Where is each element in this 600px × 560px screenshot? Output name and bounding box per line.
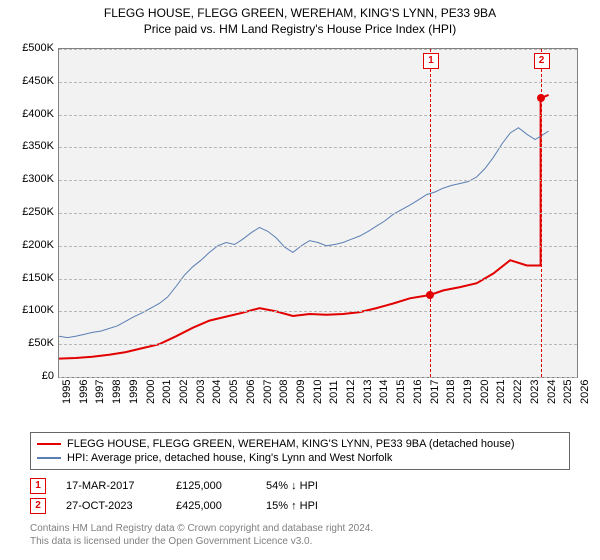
legend-swatch-hpi	[37, 457, 61, 459]
legend-label-hpi: HPI: Average price, detached house, King…	[67, 452, 392, 464]
transaction-marker-icon: 1	[30, 478, 46, 494]
chart-area: 12 £0£50K£100K£150K£200K£250K£300K£350K£…	[10, 44, 590, 404]
y-tick-label: £200K	[10, 239, 54, 251]
legend-box: FLEGG HOUSE, FLEGG GREEN, WEREHAM, KING'…	[30, 432, 570, 470]
transaction-delta: 54% ↓ HPI	[266, 480, 356, 492]
legend-row: HPI: Average price, detached house, King…	[37, 451, 563, 465]
y-tick-label: £250K	[10, 206, 54, 218]
legend-swatch-property	[37, 443, 61, 445]
y-tick-label: £450K	[10, 75, 54, 87]
transaction-row: 1 17-MAR-2017 £125,000 54% ↓ HPI	[30, 476, 570, 496]
transaction-price: £425,000	[176, 500, 246, 512]
y-tick-label: £0	[10, 370, 54, 382]
chart-marker-box: 1	[423, 53, 439, 69]
transaction-price: £125,000	[176, 480, 246, 492]
transaction-date: 27-OCT-2023	[66, 500, 156, 512]
chart-marker-dot	[537, 94, 545, 102]
y-tick-label: £100K	[10, 304, 54, 316]
y-tick-label: £350K	[10, 140, 54, 152]
legend-row: FLEGG HOUSE, FLEGG GREEN, WEREHAM, KING'…	[37, 437, 563, 451]
transaction-delta: 15% ↑ HPI	[266, 500, 356, 512]
transaction-date: 17-MAR-2017	[66, 480, 156, 492]
x-tick-label: 2026	[579, 380, 600, 404]
y-tick-label: £300K	[10, 173, 54, 185]
transactions-table: 1 17-MAR-2017 £125,000 54% ↓ HPI 2 27-OC…	[30, 476, 570, 516]
legend-label-property: FLEGG HOUSE, FLEGG GREEN, WEREHAM, KING'…	[67, 438, 515, 450]
chart-marker-dot	[426, 291, 434, 299]
y-tick-label: £400K	[10, 108, 54, 120]
chart-title-line1: FLEGG HOUSE, FLEGG GREEN, WEREHAM, KING'…	[0, 6, 600, 20]
footer-attribution: Contains HM Land Registry data © Crown c…	[30, 522, 570, 548]
y-tick-label: £150K	[10, 272, 54, 284]
chart-marker-box: 2	[534, 53, 550, 69]
y-tick-label: £500K	[10, 42, 54, 54]
y-tick-label: £50K	[10, 337, 54, 349]
transaction-row: 2 27-OCT-2023 £425,000 15% ↑ HPI	[30, 496, 570, 516]
footer-line1: Contains HM Land Registry data © Crown c…	[30, 522, 570, 535]
plot-region: 12	[58, 48, 578, 378]
footer-line2: This data is licensed under the Open Gov…	[30, 535, 570, 548]
chart-title-line2: Price paid vs. HM Land Registry's House …	[0, 22, 600, 36]
series-hpi	[59, 128, 549, 338]
series-property	[59, 95, 549, 359]
transaction-marker-icon: 2	[30, 498, 46, 514]
